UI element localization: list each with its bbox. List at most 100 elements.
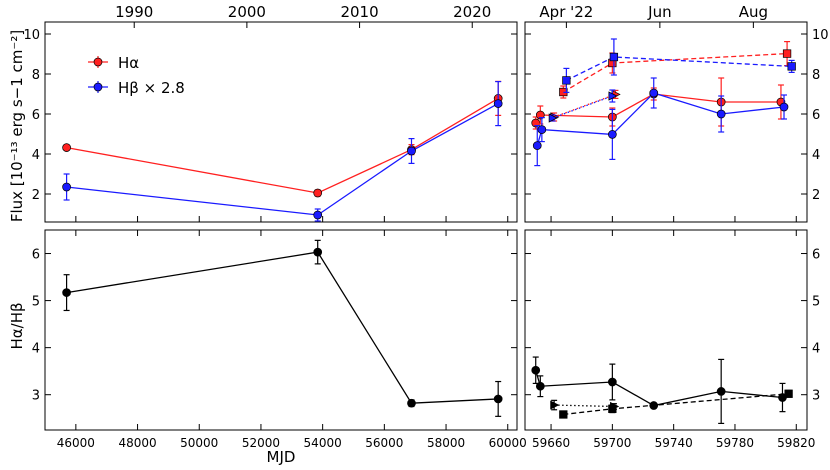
x-tick-label: 54000: [304, 436, 342, 450]
y-tick-label: 10: [23, 28, 40, 43]
x-tick-label: 50000: [180, 436, 218, 450]
top-tick-label: 2010: [340, 3, 378, 21]
data-point: [407, 398, 416, 408]
halpha-long-series-line: [66, 97, 499, 194]
recent-flux-panel: 2 4 6 8 10 Apr '22 Jun Aug: [524, 3, 829, 223]
data-point: [537, 125, 547, 134]
x-axis-label: MJD: [267, 448, 296, 466]
y-tick-label: 4: [32, 342, 40, 357]
y-tick-label: 5: [812, 295, 820, 310]
top-tick-label: Aug: [739, 3, 768, 21]
data-point: [531, 365, 541, 375]
halpha-dashed-series-line: [562, 52, 788, 93]
ratio-recent-series: [531, 356, 787, 425]
data-point: [493, 394, 503, 404]
hbeta-dotted-series: [548, 89, 618, 123]
data-point: [493, 99, 503, 108]
top-tick-label: 2020: [453, 3, 491, 21]
y-tick-label: 6: [812, 248, 820, 263]
legend-label-hbeta: Hβ × 2.8: [118, 79, 185, 97]
plot-frame: [44, 21, 518, 223]
top-tick-label: Jun: [647, 3, 671, 21]
ratio-dashed-series-line: [563, 393, 789, 416]
legend: Hα Hβ × 2.8: [88, 54, 185, 97]
data-point: [313, 247, 323, 257]
top-tick-label: 2000: [228, 3, 266, 21]
y-tick-label: 6: [32, 248, 40, 263]
hbeta-dotted-series-line: [552, 95, 613, 119]
x-tick-label: 48000: [118, 436, 156, 450]
y-tick-label: 8: [812, 68, 820, 83]
ratio-dashed-series: [559, 389, 793, 419]
data-point: [610, 401, 620, 412]
data-point: [608, 377, 617, 387]
legend-label-halpha: Hα: [118, 54, 139, 72]
hbeta-dashed-series: [562, 38, 796, 94]
data-point: [550, 400, 560, 410]
halpha-recent-series-line: [535, 93, 781, 124]
data-point: [782, 49, 792, 58]
y-tick-label: 2: [812, 188, 820, 203]
x-tick-label: 59700: [593, 436, 631, 450]
x-tick-label: 60000: [489, 436, 527, 450]
ratio-axis-label: Hα/Hβ: [8, 302, 26, 349]
plot-frame: [524, 21, 808, 223]
x-tick-label: 59660: [532, 436, 570, 450]
top-tick-label: Apr '22: [539, 3, 593, 21]
data-point: [313, 188, 323, 198]
y-tick-label: 3: [812, 389, 820, 404]
x-tick-label: 58000: [427, 436, 465, 450]
data-point: [608, 130, 617, 139]
y-tick-label: 10: [812, 28, 829, 43]
data-point: [313, 210, 323, 220]
long-term-ratio-panel: 3 4 5 6 46000 48000 50000 52000 54000 56000 58000 6…: [32, 229, 527, 450]
data-point: [562, 76, 571, 85]
data-point: [608, 91, 618, 101]
x-tick-label: 46000: [57, 436, 95, 450]
ratio-dotted-series: [550, 399, 620, 412]
y-tick-label: 6: [32, 108, 40, 123]
ratio-dotted-series-line: [554, 404, 614, 408]
top-tick-label: 1990: [115, 3, 153, 21]
y-tick-label: 8: [32, 68, 40, 83]
data-point: [716, 387, 726, 396]
data-point: [787, 62, 796, 71]
halpha-dotted-series-line: [553, 93, 616, 118]
y-tick-label: 4: [812, 342, 820, 357]
data-point: [62, 143, 71, 152]
hbeta-recent-series: [532, 77, 789, 167]
data-point: [62, 288, 71, 297]
data-point: [559, 410, 568, 419]
data-point: [62, 182, 71, 192]
data-point: [649, 88, 659, 98]
hbeta-long-series-line: [66, 103, 499, 216]
y-tick-label: 4: [32, 148, 40, 163]
halpha-long-series: [62, 80, 503, 198]
ratio-long-series: [62, 239, 503, 417]
y-tick-label: 4: [812, 148, 820, 163]
data-point: [407, 146, 416, 156]
x-tick-label: 59820: [777, 436, 815, 450]
plot-frame: [524, 229, 808, 431]
hbeta-dashed-series-line: [566, 56, 792, 81]
x-tick-label: 56000: [365, 436, 403, 450]
data-point: [609, 52, 619, 62]
data-point: [716, 109, 726, 119]
data-point: [535, 381, 545, 391]
ratio-long-series-line: [66, 251, 499, 404]
data-point: [532, 141, 542, 150]
y-tick-label: 5: [32, 295, 40, 310]
plot-frame: [44, 229, 518, 431]
halpha-recent-series: [531, 77, 786, 130]
data-point: [548, 113, 558, 123]
x-tick-label: 59780: [716, 436, 754, 450]
recent-ratio-panel: 3 4 5 6 59660 59700 59740 59780 59820: [524, 229, 820, 450]
hbeta-long-series: [62, 80, 503, 222]
legend-entry-halpha: Hα: [88, 54, 139, 72]
y-tick-label: 6: [812, 108, 820, 123]
data-point: [784, 389, 793, 398]
y-tick-label: 3: [32, 389, 40, 404]
x-tick-label: 59740: [655, 436, 693, 450]
y-tick-label: 2: [32, 188, 40, 203]
